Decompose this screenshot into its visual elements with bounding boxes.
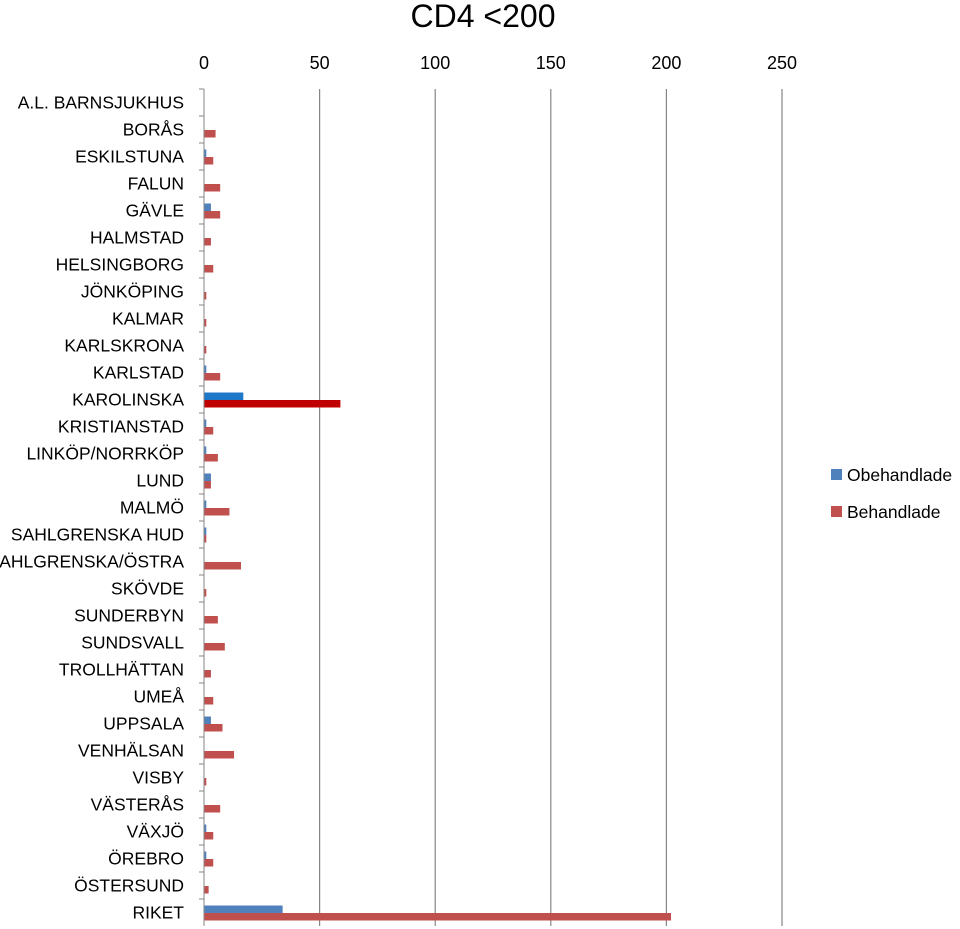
category-label-sahlgrenska-hud: SAHLGRENSKA HUD — [11, 525, 184, 545]
bar-behandlade-gavle — [204, 211, 221, 219]
bar-behandlade-sundsvall — [204, 643, 225, 651]
category-label-halmstad: HALMSTAD — [90, 228, 184, 248]
bar-behandlade-skovde — [204, 589, 207, 597]
legend-swatch-obehandlade — [831, 469, 842, 480]
bar-behandlade-orebro — [204, 859, 214, 867]
category-label-karlstad: KARLSTAD — [93, 363, 184, 383]
category-label-umea: UMEÅ — [133, 687, 184, 707]
x-axis-ticks: 0 50 100 150 200 250 — [199, 53, 797, 73]
bar-behandlade-vaxjo — [204, 832, 214, 840]
bar-obehandlade-karolinska — [204, 392, 244, 400]
bar-behandlade-boras — [204, 130, 216, 138]
bar-obehandlade-gavle — [204, 203, 211, 211]
x-tick-label-50: 50 — [310, 53, 330, 73]
bar-behandlade-umea — [204, 697, 214, 705]
category-label-falun: FALUN — [128, 174, 184, 194]
x-tick-label-100: 100 — [420, 53, 450, 73]
category-label-orebro: ÖREBRO — [108, 849, 184, 869]
bar-obehandlade-linkop-norrkop — [204, 446, 207, 454]
legend: Obehandlade Behandlade — [831, 465, 952, 522]
category-label-vasteras: VÄSTERÅS — [91, 795, 184, 815]
bar-behandlade-ostersund — [204, 886, 209, 894]
category-label-ostersund: ÖSTERSUND — [74, 876, 184, 896]
bar-behandlade-sunderbyn — [204, 616, 218, 624]
bar-behandlade-uppsala — [204, 724, 223, 732]
bar-behandlade-malmo — [204, 508, 230, 516]
bar-obehandlade-lund — [204, 473, 211, 481]
category-label-kristianstad: KRISTIANSTAD — [58, 417, 184, 437]
bar-obehandlade-vaxjo — [204, 824, 207, 832]
bar-obehandlade-malmo — [204, 500, 207, 508]
category-label-uppsala: UPPSALA — [103, 714, 184, 734]
category-label-karolinska: KAROLINSKA — [72, 390, 184, 410]
bar-behandlade-linkop-norrkop — [204, 454, 218, 462]
bar-behandlade-sahlgrenska-ostra — [204, 562, 241, 570]
bars — [204, 130, 672, 921]
legend-label-obehandlade: Obehandlade — [847, 465, 952, 485]
category-label-sahlgrenska-ostra: SAHLGRENSKA/ÖSTRA — [0, 552, 184, 572]
category-label-jonkoping: JÖNKÖPING — [81, 282, 184, 302]
bar-obehandlade-riket — [204, 905, 283, 913]
bar-obehandlade-orebro — [204, 851, 207, 859]
y-axis-categories: A.L. BARNSJUKHUS BORÅS ESKILSTUNA FALUN GÄVL… — [0, 88, 204, 923]
legend-label-behandlade: Behandlade — [847, 502, 940, 522]
category-label-trollhattan: TROLLHÄTTAN — [59, 660, 184, 680]
x-tick-label-250: 250 — [767, 53, 797, 73]
bar-obehandlade-sahlgrenska-hud — [204, 527, 207, 535]
category-label-linkop-norrkop: LINKÖP/NORRKÖP — [26, 444, 184, 464]
category-label-kalmar: KALMAR — [112, 309, 184, 329]
category-label-karlskrona: KARLSKRONA — [64, 336, 184, 356]
bar-behandlade-karolinska — [204, 400, 341, 408]
x-tick-label-0: 0 — [199, 53, 209, 73]
bar-behandlade-halmstad — [204, 238, 211, 246]
bar-behandlade-karlstad — [204, 373, 221, 381]
bar-behandlade-visby — [204, 778, 207, 786]
gridlines — [319, 89, 783, 926]
category-label-venhalsan: VENHÄLSAN — [78, 741, 184, 761]
category-label-visby: VISBY — [132, 768, 184, 788]
bar-obehandlade-uppsala — [204, 716, 211, 724]
bar-behandlade-helsingborg — [204, 265, 214, 273]
bar-behandlade-falun — [204, 184, 221, 192]
bar-behandlade-venhalsan — [204, 751, 235, 759]
category-label-boras: BORÅS — [123, 120, 184, 140]
chart-title: CD4 <200 — [411, 0, 556, 34]
bar-behandlade-trollhattan — [204, 670, 211, 678]
bar-obehandlade-kristianstad — [204, 419, 207, 427]
bar-behandlade-riket — [204, 913, 672, 921]
x-tick-label-150: 150 — [536, 53, 566, 73]
legend-swatch-behandlade — [831, 506, 842, 517]
category-label-helsingborg: HELSINGBORG — [56, 255, 184, 275]
category-label-eskilstuna: ESKILSTUNA — [75, 147, 184, 167]
bar-behandlade-karlskrona — [204, 346, 207, 354]
x-tick-label-200: 200 — [651, 53, 681, 73]
bar-behandlade-kalmar — [204, 319, 207, 327]
category-label-malmo: MALMÖ — [120, 498, 184, 518]
bar-obehandlade-eskilstuna — [204, 149, 207, 157]
category-label-riket: RIKET — [132, 903, 184, 923]
bar-behandlade-lund — [204, 481, 211, 489]
category-label-a-l-barnsjukhus: A.L. BARNSJUKHUS — [18, 93, 184, 113]
bar-behandlade-sahlgrenska-hud — [204, 535, 207, 543]
category-label-sundsvall: SUNDSVALL — [81, 633, 184, 653]
bar-behandlade-kristianstad — [204, 427, 214, 435]
category-label-vaxjo: VÄXJÖ — [127, 822, 184, 842]
bar-obehandlade-karlstad — [204, 365, 207, 373]
bar-behandlade-eskilstuna — [204, 157, 214, 165]
category-label-lund: LUND — [136, 471, 184, 491]
bar-behandlade-jonkoping — [204, 292, 207, 300]
category-label-skovde: SKÖVDE — [111, 579, 184, 599]
bar-behandlade-vasteras — [204, 805, 221, 813]
category-label-gavle: GÄVLE — [126, 201, 184, 221]
category-label-sunderbyn: SUNDERBYN — [74, 606, 184, 626]
